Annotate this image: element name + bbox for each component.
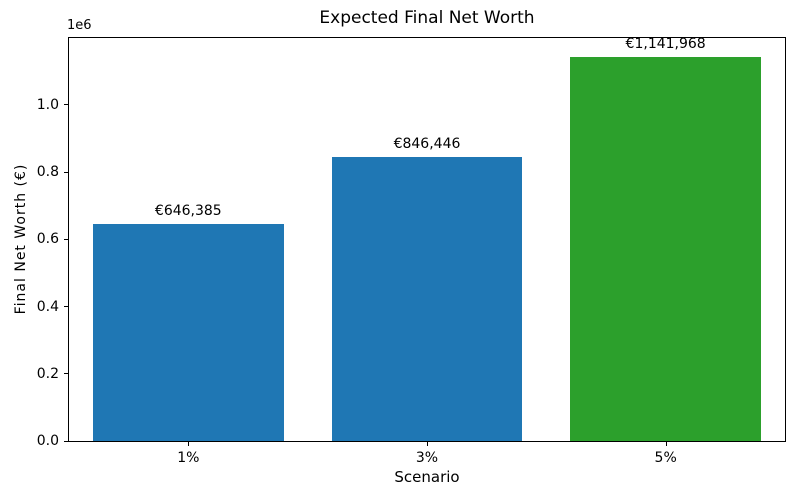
y-tick-mark (64, 104, 69, 106)
x-tick-label: 1% (177, 450, 200, 466)
bar-value-label: €646,385 (154, 202, 222, 219)
x-tick-mark (665, 441, 667, 446)
bar-value-label: €1,141,968 (625, 36, 706, 53)
y-tick-label: 0.2 (36, 365, 59, 382)
y-axis-label: Final Net Worth (€) (13, 163, 29, 315)
x-tick-mark (427, 441, 428, 446)
x-tick-label: 3% (415, 450, 439, 466)
y-tick-label: 1.0 (36, 96, 59, 113)
y-tick-label: 0.0 (36, 433, 59, 449)
y-tick-label: 0.8 (36, 164, 59, 181)
bar-value-label: €846,446 (393, 135, 461, 152)
x-axis-label: Scenario (394, 468, 460, 486)
y-tick-label: 0.6 (36, 231, 59, 248)
y-tick-mark (64, 306, 69, 308)
y-tick-mark (64, 373, 69, 375)
bar-3%: €846,446 (331, 136, 523, 441)
x-tick-mark (188, 441, 190, 446)
y-axis-offset-label: 1e6 (67, 18, 92, 33)
y-tick-mark (64, 440, 69, 442)
y-tick-mark (64, 171, 69, 173)
bar-1%: €646,385 (92, 203, 284, 441)
plot-area: €646,385 1% €846,446 3% €1,141,968 5% 0.0 0.2 0.… (37, 36, 786, 466)
chart-title: Expected Final Net Worth (319, 8, 535, 28)
x-tick-label: 5% (654, 450, 677, 466)
y-tick-mark (64, 238, 69, 240)
y-tick-label: 0.4 (36, 298, 59, 315)
bar-5%: €1,141,968 (570, 36, 762, 441)
